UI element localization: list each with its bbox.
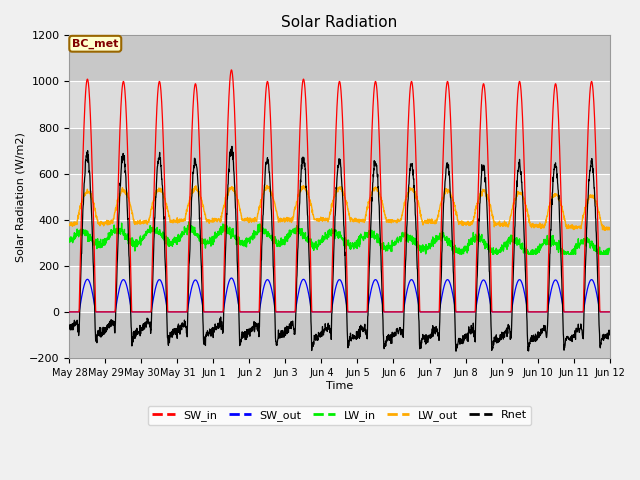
Bar [69, 220, 609, 266]
Bar [69, 36, 609, 82]
Title: Solar Radiation: Solar Radiation [282, 15, 397, 30]
Bar [69, 312, 609, 358]
Bar [69, 128, 609, 174]
Y-axis label: Solar Radiation (W/m2): Solar Radiation (W/m2) [15, 132, 25, 262]
Legend: SW_in, SW_out, LW_in, LW_out, Rnet: SW_in, SW_out, LW_in, LW_out, Rnet [148, 406, 531, 425]
Text: BC_met: BC_met [72, 38, 118, 49]
X-axis label: Time: Time [326, 381, 353, 391]
